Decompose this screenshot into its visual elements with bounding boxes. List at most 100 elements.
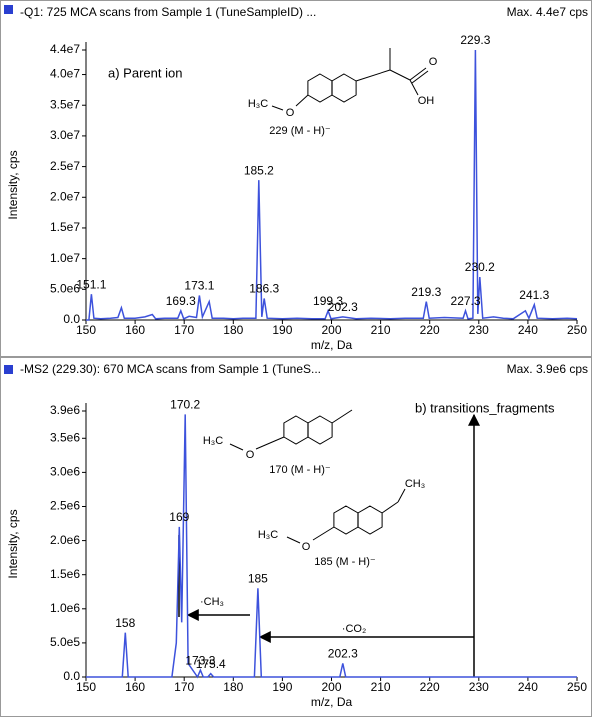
x-tick-label: 160 bbox=[125, 680, 145, 694]
y-tick-label: 3.0e7 bbox=[50, 128, 80, 142]
x-tick-label: 180 bbox=[223, 680, 243, 694]
ring bbox=[283, 415, 309, 445]
peak-label: 241.3 bbox=[519, 288, 549, 302]
max-label: Max. 4.4e7 cps bbox=[507, 5, 588, 19]
y-tick-label: 2.5e7 bbox=[50, 159, 80, 173]
y-axis-label: Intensity, cps bbox=[6, 509, 20, 578]
peak-label: 173.1 bbox=[184, 279, 214, 293]
x-tick-label: 190 bbox=[272, 680, 292, 694]
y-tick-label: 4.4e7 bbox=[50, 42, 80, 56]
structure-label: CH₃ bbox=[405, 478, 425, 490]
spectrum-line bbox=[86, 414, 577, 679]
peak-label: 219.3 bbox=[411, 285, 441, 299]
panel-title: -MS2 (229.30): 670 MCA scans from Sample… bbox=[20, 362, 321, 376]
ring bbox=[333, 505, 359, 535]
peak-label: 185 bbox=[248, 572, 268, 586]
x-tick-label: 170 bbox=[174, 323, 194, 337]
y-axis-label: Intensity, cps bbox=[6, 150, 20, 219]
spectrum-line bbox=[86, 49, 578, 321]
x-tick-label: 220 bbox=[420, 323, 440, 337]
x-tick-label: 180 bbox=[223, 323, 243, 337]
bond bbox=[397, 488, 406, 503]
structure-label: H₃C bbox=[248, 98, 268, 110]
y-tick-label: 2.5e6 bbox=[50, 499, 80, 513]
panel-icon[interactable] bbox=[4, 5, 13, 14]
ring bbox=[307, 73, 333, 103]
panel-icon[interactable] bbox=[4, 365, 13, 374]
y-tick-label: 3.5e6 bbox=[50, 430, 80, 444]
x-tick-label: 250 bbox=[567, 680, 587, 694]
peak-label: 173.3 bbox=[185, 653, 215, 667]
structure-label: OH bbox=[418, 95, 435, 107]
peak-label: 175.4 bbox=[196, 657, 226, 671]
peak-label: 169.3 bbox=[166, 294, 196, 308]
x-tick-label: 240 bbox=[518, 323, 538, 337]
y-tick-label: 5.0e6 bbox=[50, 281, 80, 295]
x-tick-label: 240 bbox=[518, 680, 538, 694]
max-label: Max. 3.9e6 cps bbox=[507, 362, 588, 376]
bond bbox=[389, 69, 411, 81]
x-tick-label: 230 bbox=[469, 323, 489, 337]
x-tick-label: 200 bbox=[321, 680, 341, 694]
y-tick-label: 0.0 bbox=[63, 669, 80, 683]
ring bbox=[331, 73, 357, 103]
y-tick-label: 2.0e7 bbox=[50, 189, 80, 203]
y-tick-label: 4.0e7 bbox=[50, 67, 80, 81]
loss-label: ·CO₂ bbox=[342, 623, 366, 635]
structure-label: 170 (M - H)⁻ bbox=[269, 464, 331, 476]
x-axis-label: m/z, Da bbox=[311, 338, 353, 352]
peak-label: 227.3 bbox=[451, 294, 481, 308]
structure-label: O bbox=[286, 107, 295, 119]
y-tick-label: 5.0e5 bbox=[50, 635, 80, 649]
bond bbox=[286, 536, 301, 544]
peak-label: 230.2 bbox=[465, 260, 495, 274]
annotation: b) transitions_fragments bbox=[415, 400, 555, 415]
x-tick-label: 230 bbox=[469, 680, 489, 694]
y-tick-label: 0.0 bbox=[63, 312, 80, 326]
x-tick-label: 160 bbox=[125, 323, 145, 337]
y-tick-label: 1.0e7 bbox=[50, 251, 80, 265]
x-tick-label: 170 bbox=[174, 680, 194, 694]
bond bbox=[331, 409, 353, 424]
structure-label: H₃C bbox=[203, 435, 223, 447]
y-tick-label: 1.5e6 bbox=[50, 567, 80, 581]
structure-label: 185 (M - H)⁻ bbox=[314, 556, 376, 568]
peak-label: 202.3 bbox=[328, 300, 358, 314]
peak-label: 186.3 bbox=[249, 282, 279, 296]
x-tick-label: 200 bbox=[321, 323, 341, 337]
y-tick-label: 2.0e6 bbox=[50, 533, 80, 547]
x-tick-label: 250 bbox=[567, 323, 587, 337]
x-axis-label: m/z, Da bbox=[311, 695, 353, 709]
structure-label: O bbox=[429, 56, 438, 68]
y-tick-label: 1.0e6 bbox=[50, 601, 80, 615]
structure-label: 229 (M - H)⁻ bbox=[269, 125, 331, 137]
structure-label: O bbox=[246, 449, 255, 461]
x-tick-label: 150 bbox=[76, 680, 96, 694]
peak-label: 158 bbox=[115, 616, 135, 630]
bond bbox=[271, 105, 284, 111]
structure-label: H₃C bbox=[258, 529, 278, 541]
peak-label: 202.3 bbox=[328, 647, 358, 661]
peak-label: 169 bbox=[169, 510, 189, 524]
ring bbox=[357, 505, 383, 535]
bond bbox=[295, 94, 309, 107]
bond bbox=[229, 443, 244, 451]
x-tick-label: 210 bbox=[371, 323, 391, 337]
bond bbox=[255, 436, 285, 450]
x-tick-label: 150 bbox=[76, 323, 96, 337]
structure-label: O bbox=[302, 541, 311, 553]
peak-label: 151.1 bbox=[76, 277, 106, 291]
bond bbox=[411, 70, 429, 84]
bond bbox=[409, 67, 427, 81]
bond bbox=[355, 69, 391, 82]
ring bbox=[307, 415, 333, 445]
x-tick-label: 210 bbox=[371, 680, 391, 694]
peak-label: 229.3 bbox=[460, 33, 490, 47]
peak-label: 170.2 bbox=[170, 398, 200, 412]
y-tick-label: 3.5e7 bbox=[50, 97, 80, 111]
peak-label: 185.2 bbox=[244, 163, 274, 177]
panel-title: -Q1: 725 MCA scans from Sample 1 (TuneSa… bbox=[20, 5, 316, 19]
